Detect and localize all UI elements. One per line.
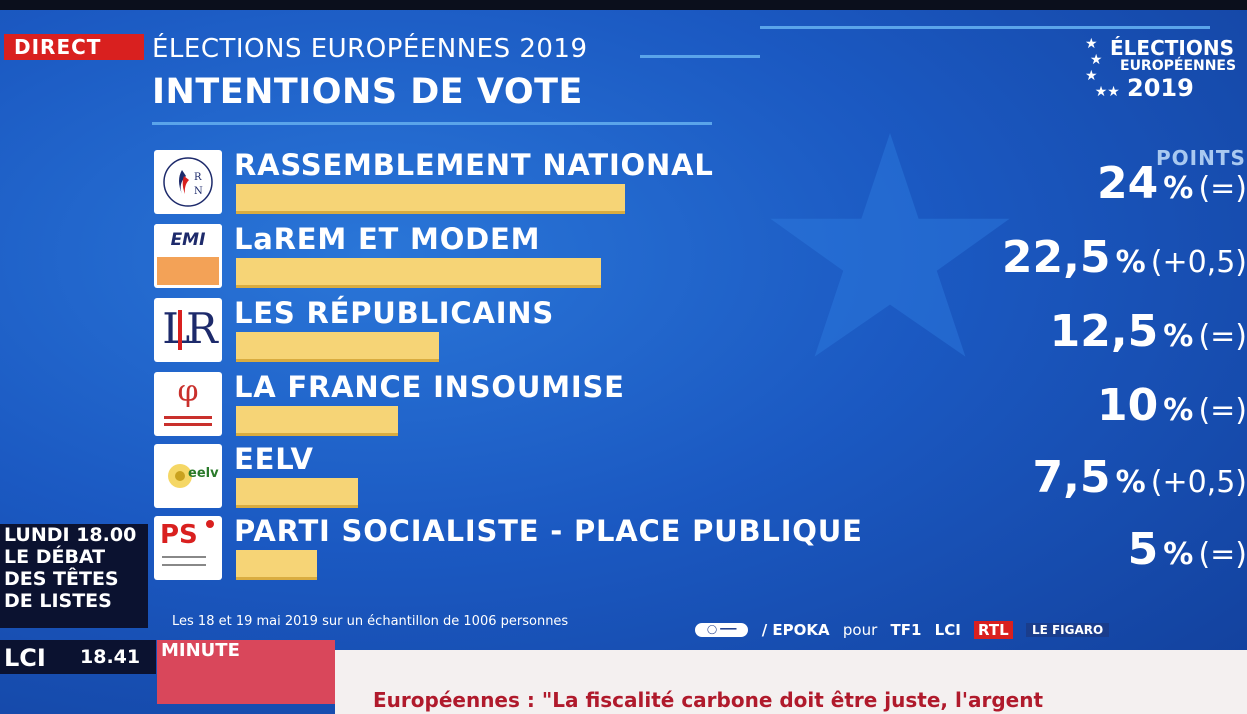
program-promo: LUNDI 18.00 LE DÉBAT DES TÊTES DE LISTES bbox=[0, 524, 148, 628]
vote-bar bbox=[236, 332, 439, 362]
percentage-value: 7,5 bbox=[1032, 452, 1111, 503]
partner-epoka: / EPOKA bbox=[761, 620, 830, 639]
poll-source-note: Les 18 et 19 mai 2019 sur un échantillon… bbox=[172, 614, 569, 629]
party-row-larem: EMI LaREM ET MODEM 22,5 % (+0,5) bbox=[154, 222, 1247, 294]
vote-bar bbox=[236, 258, 601, 288]
partner-logos: ◯ ━━━ / EPOKA pour TF1 LCI RTL LE FIGARO bbox=[695, 620, 1117, 646]
percentage-unit: % bbox=[1163, 319, 1194, 354]
party-name: LaREM ET MODEM bbox=[234, 222, 541, 256]
party-name: LES RÉPUBLICAINS bbox=[234, 296, 555, 330]
title-underline bbox=[152, 122, 712, 125]
party-name: RASSEMBLEMENT NATIONAL bbox=[234, 148, 714, 182]
party-row-lr: LR LES RÉPUBLICAINS 12,5 % (=) bbox=[154, 296, 1247, 368]
partner-pour: pour bbox=[842, 620, 878, 639]
svg-text:N: N bbox=[194, 186, 203, 197]
decorative-line bbox=[640, 55, 760, 58]
party-row-ps: PS PARTI SOCIALISTE - PLACE PUBLIQUE 5 %… bbox=[154, 514, 1247, 586]
vote-percentage: 10 % (=) bbox=[947, 380, 1247, 431]
percentage-value: 12,5 bbox=[1049, 306, 1159, 357]
percentage-unit: % bbox=[1163, 537, 1194, 572]
svg-text:R: R bbox=[194, 172, 202, 183]
clock: 18.41 bbox=[80, 646, 141, 668]
percentage-change: (=) bbox=[1198, 393, 1247, 428]
graphic-subtitle: ÉLECTIONS EUROPÉENNES 2019 bbox=[152, 34, 588, 64]
decorative-line bbox=[760, 26, 1210, 29]
elections-corner-logo: ★ ★ ★ ★★ ÉLECTIONS EUROPÉENNES 2019 bbox=[1085, 36, 1237, 102]
eu-stars-icon: ★ ★ ★ ★★ bbox=[1085, 36, 1120, 100]
lfi-phi-logo-icon: φ bbox=[154, 372, 222, 436]
party-name: PARTI SOCIALISTE - PLACE PUBLIQUE bbox=[234, 514, 863, 548]
percentage-change: (=) bbox=[1198, 319, 1247, 354]
vote-percentage: 12,5 % (=) bbox=[947, 306, 1247, 357]
percentage-change: (=) bbox=[1198, 171, 1247, 206]
partner-rtl: RTL bbox=[974, 620, 1013, 639]
eu-star-watermark-icon bbox=[770, 133, 1010, 357]
ticker-section: MINUTE bbox=[157, 640, 335, 704]
eelv-sunflower-logo-icon: eelv bbox=[154, 444, 222, 508]
vote-bar bbox=[236, 184, 625, 214]
party-name: LA FRANCE INSOUMISE bbox=[234, 370, 625, 404]
partner-lci: LCI bbox=[934, 620, 961, 639]
percentage-change: (=) bbox=[1198, 537, 1247, 572]
percentage-unit: % bbox=[1115, 465, 1146, 500]
ps-rose-logo-icon: PS bbox=[154, 516, 222, 580]
channel-bug: LCI 18.41 bbox=[0, 640, 156, 674]
percentage-unit: % bbox=[1163, 393, 1194, 428]
graphic-title: INTENTIONS DE VOTE bbox=[152, 72, 583, 112]
party-row-lfi: φ LA FRANCE INSOUMISE 10 % (=) bbox=[154, 370, 1247, 442]
percentage-value: 5 bbox=[1127, 524, 1159, 575]
vote-percentage: 24 % (=) bbox=[947, 158, 1247, 209]
percentage-value: 24 bbox=[1096, 158, 1159, 209]
vote-bar bbox=[236, 478, 358, 508]
broadcast-graphic bbox=[0, 10, 1247, 714]
vote-percentage: 22,5 % (+0,5) bbox=[947, 232, 1247, 283]
percentage-value: 10 bbox=[1096, 380, 1159, 431]
news-ticker: Européennes : "La fiscalité carbone doit… bbox=[335, 650, 1247, 714]
percentage-unit: % bbox=[1163, 171, 1194, 206]
poll-institute-logo-icon: ◯ ━━━ bbox=[695, 622, 749, 637]
vote-percentage: 7,5 % (+0,5) bbox=[947, 452, 1247, 503]
percentage-unit: % bbox=[1115, 245, 1146, 280]
percentage-change: (+0,5) bbox=[1150, 245, 1247, 280]
vote-percentage: 5 % (=) bbox=[947, 524, 1247, 575]
party-row-eelv: eelv EELV 7,5 % (+0,5) bbox=[154, 442, 1247, 514]
live-badge: DIRECT bbox=[4, 34, 144, 60]
lci-logo: LCI bbox=[4, 644, 46, 672]
party-name: EELV bbox=[234, 442, 314, 476]
larem-modem-logo-icon: EMI bbox=[154, 224, 222, 288]
percentage-change: (+0,5) bbox=[1150, 465, 1247, 500]
vote-bar bbox=[236, 406, 398, 436]
percentage-value: 22,5 bbox=[1001, 232, 1111, 283]
vote-bar bbox=[236, 550, 317, 580]
partner-figaro: LE FIGARO bbox=[1025, 622, 1110, 637]
points-column-label: POINTS bbox=[1156, 146, 1246, 170]
rn-flame-logo-icon: R N bbox=[154, 150, 222, 214]
party-row-rn: R N RASSEMBLEMENT NATIONAL 24 % (=) bbox=[154, 148, 1247, 220]
lr-logo-icon: LR bbox=[154, 298, 222, 362]
partner-tf1: TF1 bbox=[890, 620, 922, 639]
